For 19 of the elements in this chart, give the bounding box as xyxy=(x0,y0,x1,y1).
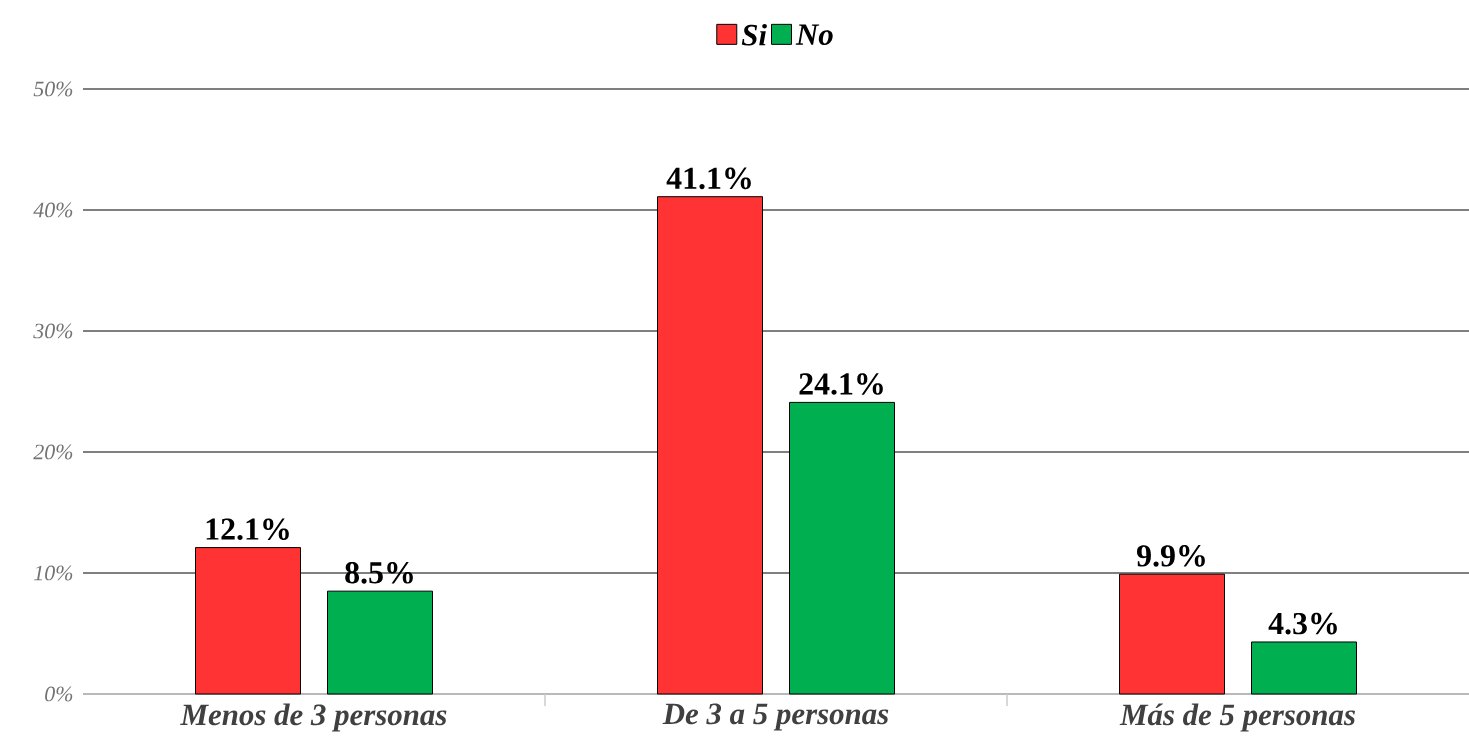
legend-label: Si xyxy=(741,23,767,46)
y-tick-label: 30% xyxy=(33,323,73,339)
y-tick-label: 10% xyxy=(34,565,73,581)
data-label: 4.3% xyxy=(1268,612,1337,635)
data-label: 41.1% xyxy=(666,167,751,190)
x-tick-label: Menos de 3 personas xyxy=(180,703,447,732)
y-tick-label: 40% xyxy=(33,202,73,218)
data-label: 24.1% xyxy=(799,373,883,395)
legend-label: No xyxy=(795,24,833,46)
bar xyxy=(1251,641,1358,695)
data-label: 12.1% xyxy=(206,518,289,541)
y-tick-label: 0% xyxy=(45,686,73,702)
x-tick-label: De 3 a 5 personas xyxy=(662,703,889,731)
data-label: 9.9% xyxy=(1137,545,1205,567)
y-tick-label: 50% xyxy=(33,81,73,97)
x-tick-label: Más de 5 personas xyxy=(1119,703,1355,732)
y-tick-label: 20% xyxy=(33,444,73,460)
data-label: 8.5% xyxy=(345,561,413,584)
bar xyxy=(327,590,433,695)
